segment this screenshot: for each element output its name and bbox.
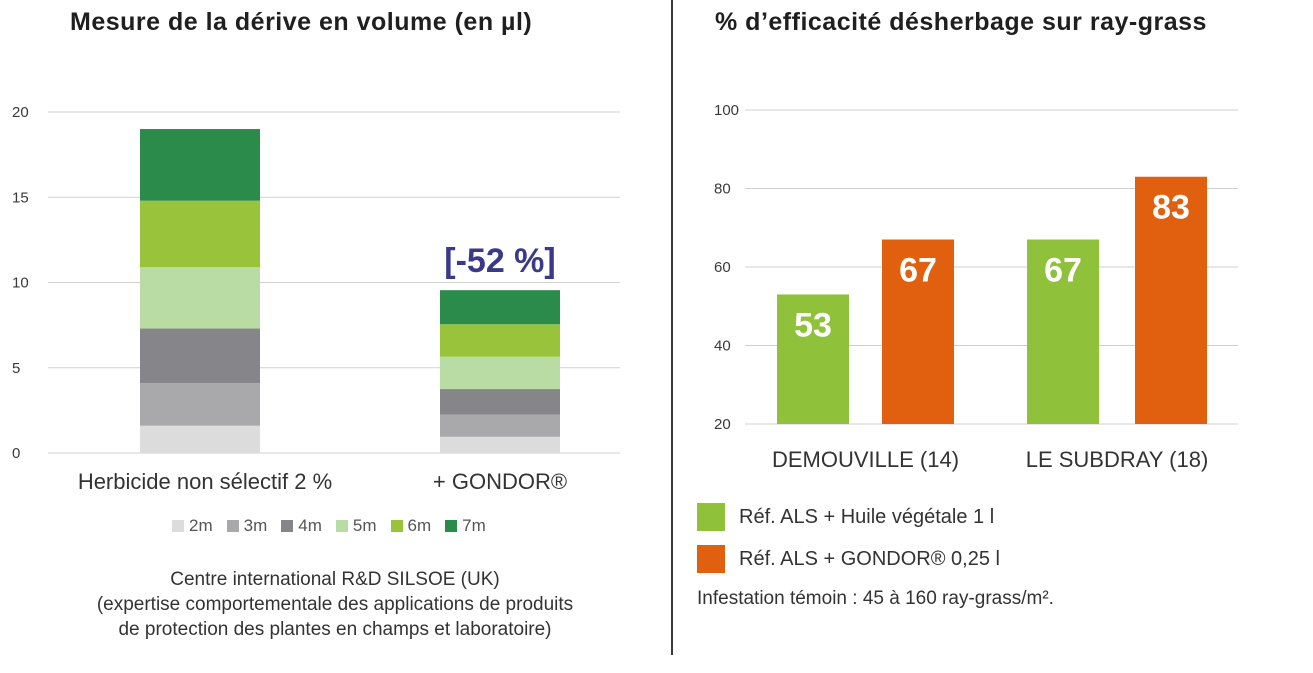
bar-segment-7m — [140, 129, 260, 201]
legend-swatch — [697, 503, 725, 531]
y-tick-label: 0 — [12, 445, 20, 462]
legend-item: Réf. ALS + GONDOR® 0,25 l — [697, 538, 1000, 580]
bar-segment-2m — [440, 436, 560, 453]
y-tick-label: 100 — [714, 102, 739, 119]
legend-label: 5m — [352, 516, 377, 535]
legend-swatch — [281, 520, 294, 532]
legend-label: Réf. ALS + GONDOR® 0,25 l — [739, 547, 1000, 570]
legend-swatch — [172, 520, 184, 532]
x-category-label: LE SUBDRAY (18) — [1026, 447, 1209, 472]
data-label: 67 — [899, 252, 937, 290]
bar-segment-6m — [140, 200, 260, 268]
y-tick-label: 5 — [12, 360, 20, 377]
y-tick-label: 60 — [714, 259, 731, 276]
bar-segment-2m — [140, 425, 260, 453]
source-note-line: de protection des plantes en champs et l… — [118, 619, 552, 640]
bar-gondor — [882, 239, 954, 424]
bar-huile — [777, 294, 849, 424]
legend-item: 4m — [281, 516, 322, 536]
y-tick-label: 40 — [714, 338, 731, 355]
legend-label: 4m — [298, 516, 322, 535]
legend-swatch — [390, 520, 403, 532]
bar-segment-7m — [440, 290, 560, 325]
legend-item: 7m — [445, 516, 486, 536]
legend-label: Réf. ALS + Huile végétale 1 l — [739, 505, 995, 528]
y-tick-label: 80 — [714, 181, 731, 198]
source-note: Centre international R&D SILSOE (UK) (ex… — [30, 567, 640, 642]
legend-label: 2m — [189, 516, 213, 535]
bar-segment-3m — [440, 414, 560, 437]
legend-item: 2m — [172, 516, 213, 536]
bar-huile — [1027, 239, 1099, 424]
legend-item: 6m — [390, 516, 432, 536]
bar-segment-6m — [440, 324, 560, 357]
drift-chart-title: Mesure de la dérive en volume (en µl) — [70, 8, 533, 36]
y-tick-label: 20 — [714, 416, 731, 433]
legend-swatch — [697, 545, 725, 573]
y-tick-label: 10 — [12, 275, 29, 292]
bar-segment-5m — [440, 356, 560, 390]
drift-legend: 2m 3m 4m 5m 6m 7m — [172, 516, 486, 536]
source-note-line: (expertise comportementale des applicati… — [96, 594, 574, 615]
efficacy-chart-title: % d’efficacité désherbage sur ray-grass — [715, 8, 1207, 36]
legend-swatch — [226, 520, 239, 532]
efficacy-chart-panel: % d’efficacité désherbage sur ray-grass … — [673, 0, 1313, 673]
y-tick-label: 20 — [12, 104, 29, 121]
x-category-label: DEMOUVILLE (14) — [772, 447, 959, 472]
bar-segment-4m — [440, 389, 560, 415]
legend-item: 3m — [226, 516, 268, 536]
reduction-annotation: [-52 %] — [444, 242, 555, 280]
legend-label: 6m — [407, 516, 432, 535]
infestation-note: Infestation témoin : 45 à 160 ray-grass/… — [697, 588, 1054, 609]
x-category-label: + GONDOR® — [433, 469, 567, 494]
efficacy-legend: Réf. ALS + Huile végétale 1 l Réf. ALS +… — [697, 496, 1000, 580]
y-tick-label: 15 — [12, 189, 29, 206]
data-label: 67 — [1044, 252, 1082, 290]
data-label: 83 — [1152, 189, 1190, 227]
drift-chart-svg: 0 5 10 15 20 Herbicide non sélectif 2 % + GOND… — [12, 104, 620, 494]
bar-segment-5m — [140, 267, 260, 329]
bar-segment-4m — [140, 328, 260, 384]
drift-chart-panel: Mesure de la dérive en volume (en µl) 0 5… — [12, 8, 640, 642]
legend-item: Réf. ALS + Huile végétale 1 l — [697, 496, 1000, 538]
legend-swatch — [445, 520, 458, 532]
bar-segment-3m — [140, 383, 260, 426]
legend-swatch — [335, 520, 348, 532]
x-category-label: Herbicide non sélectif 2 % — [78, 469, 332, 494]
panel-divider — [671, 0, 673, 655]
legend-item: 5m — [335, 516, 377, 536]
source-note-line: Centre international R&D SILSOE (UK) — [170, 569, 500, 590]
data-label: 53 — [794, 306, 832, 344]
bar-gondor — [1135, 176, 1207, 424]
legend-label: 7m — [462, 516, 486, 535]
efficacy-chart-svg: 20 40 60 80 100 53 67 DEMOUVILLE (14) 67 83 LE SUB… — [714, 102, 1238, 472]
legend-label: 3m — [243, 516, 268, 535]
